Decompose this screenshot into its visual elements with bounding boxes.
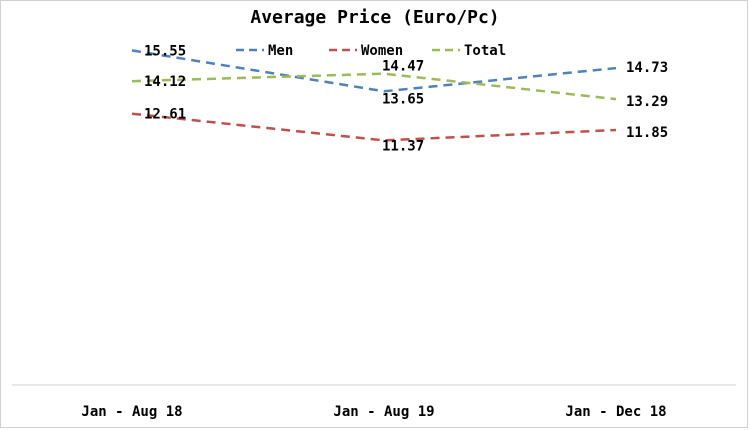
data-label-men: 15.55 [144,43,186,59]
legend-label-men: Men [268,43,293,59]
data-label-total: 14.47 [382,59,424,75]
data-label-women: 11.37 [382,138,424,154]
data-label-men: 14.73 [626,60,668,76]
series-line-total [131,72,617,101]
x-axis-ticks: Jan - Aug 18 Jan - Aug 19 Jan - Dec 18 [81,404,666,420]
data-labels: 15.55 13.65 14.73 12.61 11.37 11.85 14.12 14.47… [144,43,668,154]
chart-title: Average Price (Euro/Pc) [250,7,499,28]
legend-label-total: Total [464,43,506,59]
legend-label-women: Women [361,43,403,59]
legend: Men Women Total [236,43,506,59]
x-tick-label: Jan - Dec 18 [565,404,666,420]
data-label-men: 13.65 [382,91,424,107]
data-label-women: 12.61 [144,107,186,123]
series-lines [131,49,617,142]
series-line-men [131,49,617,93]
series-line-women [131,112,617,142]
data-label-women: 11.85 [626,125,668,141]
x-tick-label: Jan - Aug 19 [333,404,434,420]
data-label-total: 14.12 [144,74,186,90]
data-label-total: 13.29 [626,94,668,110]
x-tick-label: Jan - Aug 18 [81,404,182,420]
